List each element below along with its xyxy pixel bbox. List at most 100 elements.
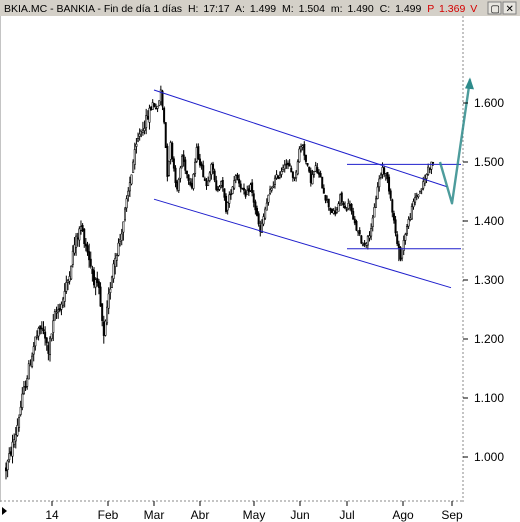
projection-path bbox=[438, 79, 472, 205]
candle-body bbox=[40, 327, 43, 330]
x-tick-label: Mar bbox=[144, 508, 165, 522]
candle-body bbox=[221, 179, 224, 188]
candle-body bbox=[215, 180, 218, 190]
candle-body bbox=[27, 363, 30, 380]
candle-body bbox=[309, 170, 312, 183]
candle-body bbox=[109, 288, 112, 293]
candle-body bbox=[21, 393, 24, 408]
candle-body bbox=[172, 158, 175, 169]
candle-body bbox=[340, 192, 343, 203]
scroll-left-icon[interactable] bbox=[2, 507, 7, 515]
candle-body bbox=[241, 187, 244, 190]
candle-body bbox=[244, 191, 247, 197]
candle-body bbox=[198, 158, 201, 166]
candle-body bbox=[283, 164, 286, 170]
candle-body bbox=[404, 234, 407, 241]
candle-body bbox=[120, 233, 123, 241]
candle-body bbox=[301, 145, 304, 148]
candle-body bbox=[420, 188, 423, 191]
max-label: M: bbox=[282, 3, 294, 15]
candle-body bbox=[13, 439, 16, 445]
candle-body bbox=[371, 217, 374, 227]
candle-body bbox=[8, 453, 11, 461]
y-tick-label: 1.000 bbox=[474, 450, 504, 464]
y-tick-label: 1.400 bbox=[474, 214, 504, 228]
candle-body bbox=[322, 187, 325, 194]
candle-body bbox=[148, 107, 151, 123]
candle-body bbox=[50, 333, 53, 339]
candle-body bbox=[76, 237, 79, 240]
close-icon: ✕ bbox=[506, 4, 514, 15]
candle-body bbox=[384, 173, 387, 176]
candle-body bbox=[361, 244, 364, 246]
candle-body bbox=[339, 194, 342, 204]
candle-body bbox=[293, 177, 296, 179]
candle-body bbox=[52, 320, 55, 333]
candle-body bbox=[96, 278, 99, 283]
candle-body bbox=[58, 308, 61, 311]
candle-body bbox=[29, 364, 32, 367]
candle-body bbox=[223, 188, 226, 198]
candle-body bbox=[79, 226, 82, 231]
candle-body bbox=[5, 467, 8, 472]
candle-body bbox=[365, 243, 368, 246]
period-label: Fin de día 1 días bbox=[104, 3, 182, 15]
candle-body bbox=[135, 143, 138, 147]
candle-body bbox=[70, 265, 73, 280]
candle-body bbox=[128, 182, 131, 192]
candle-body bbox=[182, 154, 185, 162]
candle-body bbox=[286, 162, 289, 165]
candle-body bbox=[394, 219, 397, 234]
candle-body bbox=[97, 281, 100, 288]
candle-body bbox=[298, 148, 301, 163]
p-suffix: V bbox=[470, 3, 477, 15]
candle-body bbox=[153, 103, 156, 107]
candle-body bbox=[140, 129, 143, 132]
candle-body bbox=[89, 258, 92, 267]
candle-body bbox=[179, 167, 182, 179]
candle-body bbox=[239, 183, 242, 189]
candle-body bbox=[112, 263, 115, 279]
maximize-icon: ▢ bbox=[491, 4, 500, 15]
candle-body bbox=[35, 335, 38, 338]
candle-body bbox=[205, 180, 208, 187]
candle-body bbox=[161, 90, 164, 107]
candle-body bbox=[327, 198, 330, 208]
candle-body bbox=[388, 176, 391, 192]
candle-body bbox=[267, 194, 270, 203]
candle-body bbox=[373, 207, 376, 218]
maximize-button[interactable]: ▢ bbox=[487, 1, 502, 15]
x-tick-label: Ago bbox=[392, 508, 414, 522]
candle-body bbox=[386, 171, 389, 180]
close-button[interactable]: ✕ bbox=[502, 1, 517, 15]
candle-body bbox=[195, 147, 198, 162]
candle-body bbox=[44, 331, 47, 339]
candle-body bbox=[200, 163, 203, 167]
candle-body bbox=[412, 201, 415, 208]
candle-body bbox=[130, 174, 133, 185]
candle-body bbox=[347, 203, 350, 209]
candle-body bbox=[203, 178, 206, 181]
candlestick-series bbox=[5, 85, 435, 480]
candle-body bbox=[53, 311, 56, 321]
candle-body bbox=[47, 345, 50, 354]
candle-body bbox=[184, 159, 187, 171]
candle-body bbox=[229, 193, 232, 196]
symbol-label: BKIA.MC bbox=[4, 3, 48, 15]
candle-body bbox=[329, 207, 332, 211]
candle-body bbox=[345, 209, 348, 211]
candle-body bbox=[117, 242, 120, 256]
candle-body bbox=[66, 279, 69, 283]
candle-body bbox=[402, 240, 405, 251]
candle-body bbox=[251, 182, 254, 193]
candle-body bbox=[290, 167, 293, 173]
candle-body bbox=[391, 199, 394, 213]
candle-body bbox=[427, 166, 430, 175]
x-tick-label: Feb bbox=[98, 508, 119, 522]
candle-body bbox=[150, 106, 153, 111]
candle-body bbox=[314, 165, 317, 172]
candle-body bbox=[163, 107, 166, 123]
chart-title: BKIA.MC - BANKIA - Fin de día 1 días H: … bbox=[4, 3, 477, 15]
p-label: P bbox=[427, 3, 434, 15]
